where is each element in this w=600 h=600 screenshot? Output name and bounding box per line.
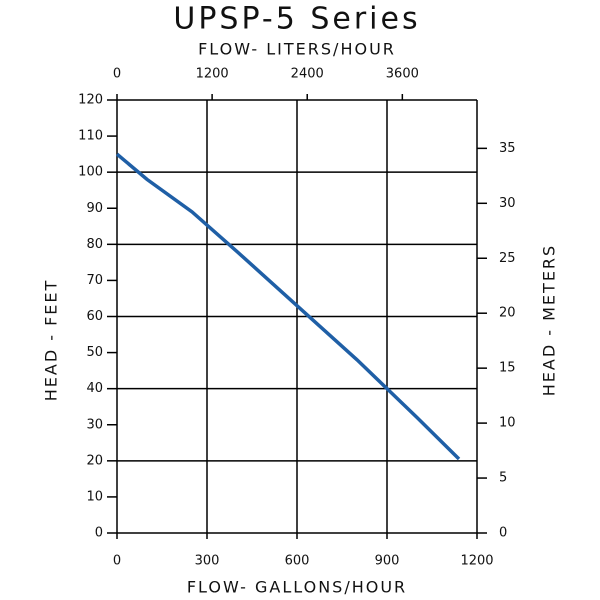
y-tick-label: 20: [86, 453, 103, 468]
y2-tick-label: 20: [499, 306, 516, 321]
y-tick-label: 50: [86, 345, 103, 360]
series-line: [115, 152, 461, 461]
y-tick-label: 10: [86, 489, 103, 504]
y-tick-label: 110: [78, 129, 103, 144]
y2-tick-label: 0: [499, 526, 507, 541]
y-tick-label: 90: [86, 201, 103, 216]
y-tick-label: 70: [86, 273, 103, 288]
y2-tick-label: 35: [499, 141, 516, 156]
y-tick-label: 120: [78, 93, 103, 108]
y-tick-label: 60: [86, 309, 103, 324]
x2-tick-label: 2400: [291, 67, 324, 82]
x-tick-label: 1200: [460, 554, 493, 569]
y-axis-title: HEAD - FEET: [42, 279, 61, 402]
y-tick-label: 30: [86, 417, 103, 432]
y2-tick-label: 15: [499, 361, 516, 376]
x2-axis-title: FLOW- LITERS/HOUR: [198, 40, 396, 59]
y-tick-label: 80: [86, 237, 103, 252]
y2-axis-title: HEAD - METERS: [540, 244, 559, 396]
y-tick-label: 100: [78, 165, 103, 180]
x-axis-title: FLOW- GALLONS/HOUR: [187, 578, 407, 597]
x2-tick-label: 1200: [196, 67, 229, 82]
y-tick-label: 0: [95, 526, 103, 541]
y2-tick-label: 25: [499, 251, 516, 266]
x-tick-label: 0: [113, 554, 121, 569]
y2-tick-label: 30: [499, 196, 516, 211]
x2-tick-label: 3600: [386, 67, 419, 82]
x-tick-label: 900: [375, 554, 400, 569]
x-tick-label: 300: [195, 554, 220, 569]
y2-tick-label: 10: [499, 416, 516, 431]
x-tick-label: 600: [285, 554, 310, 569]
y2-tick-label: 5: [499, 471, 507, 486]
chart-title: UPSP-5 Series: [173, 2, 420, 37]
x2-tick-label: 0: [113, 67, 121, 82]
y-tick-label: 40: [86, 381, 103, 396]
